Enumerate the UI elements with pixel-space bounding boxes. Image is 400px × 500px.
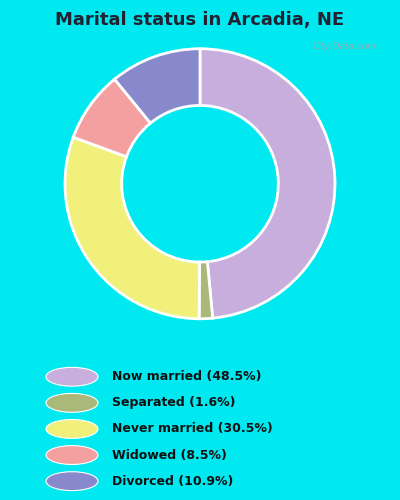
Text: Divorced (10.9%): Divorced (10.9%) [112, 474, 233, 488]
Wedge shape [65, 137, 200, 318]
Text: City-Data.com: City-Data.com [313, 42, 377, 51]
Circle shape [46, 446, 98, 464]
Text: Now married (48.5%): Now married (48.5%) [112, 370, 262, 383]
Text: Marital status in Arcadia, NE: Marital status in Arcadia, NE [56, 11, 344, 29]
Text: Never married (30.5%): Never married (30.5%) [112, 422, 273, 436]
Wedge shape [199, 262, 213, 319]
Circle shape [46, 368, 98, 386]
Circle shape [46, 394, 98, 412]
Wedge shape [115, 49, 200, 123]
Circle shape [46, 420, 98, 438]
Text: Separated (1.6%): Separated (1.6%) [112, 396, 236, 409]
Circle shape [46, 472, 98, 490]
Wedge shape [73, 79, 150, 157]
Wedge shape [200, 49, 335, 318]
Text: Widowed (8.5%): Widowed (8.5%) [112, 448, 227, 462]
